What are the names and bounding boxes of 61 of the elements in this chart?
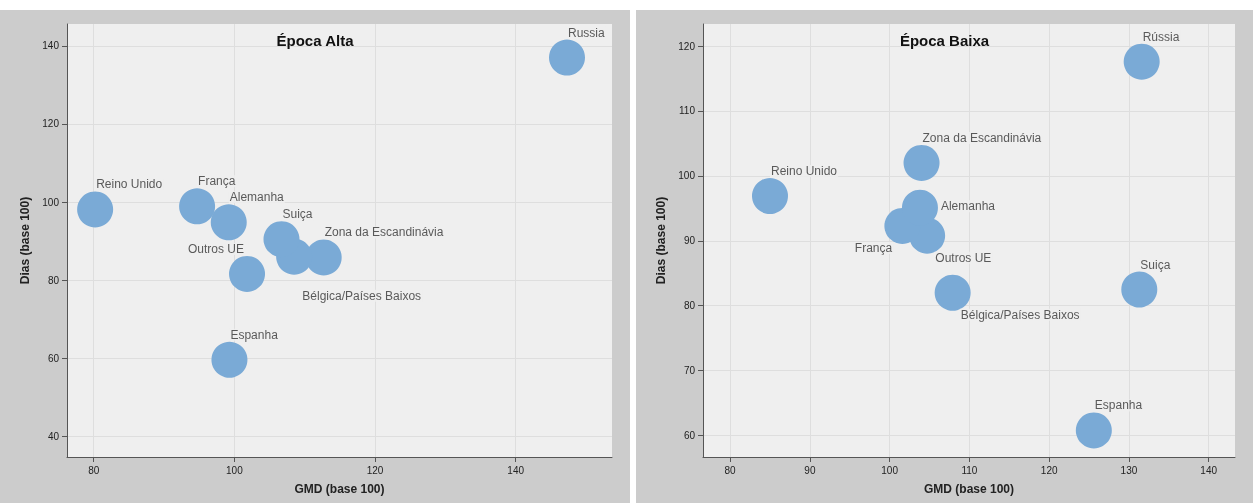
x-tick-label: 120 bbox=[1040, 464, 1058, 476]
annotation: Espanha bbox=[230, 327, 279, 342]
text: Época Baixa bbox=[899, 32, 990, 49]
x-tick-label: 80 bbox=[724, 464, 737, 476]
x-tick-label: 80 bbox=[88, 464, 100, 476]
point bbox=[1121, 271, 1158, 308]
x-tick-label: 90 bbox=[804, 464, 816, 476]
y-tick-label: 80 bbox=[683, 300, 696, 312]
point bbox=[1075, 412, 1112, 449]
x-tick-label: 130 bbox=[1120, 464, 1138, 476]
y-axis-title: Dias (base 100) bbox=[18, 196, 32, 285]
annotation: Outros UE bbox=[188, 241, 245, 256]
annotation: Zona da Escandinávia bbox=[922, 130, 1042, 145]
y-tick-label: 110 bbox=[679, 105, 696, 117]
annotation: Reino Unido bbox=[771, 164, 838, 179]
y-tick-label: 70 bbox=[683, 365, 696, 377]
x-axis-title: GMD (base 100) bbox=[923, 482, 1015, 496]
point bbox=[549, 39, 585, 76]
annotation: Suiça bbox=[282, 207, 313, 222]
annotation: Zona da Escandinávia bbox=[324, 225, 444, 240]
point bbox=[229, 255, 266, 292]
y-tick-label: 40 bbox=[47, 430, 60, 442]
annotation: Bélgica/Países Baixos bbox=[960, 307, 1080, 322]
x-tick-label: 110 bbox=[961, 464, 978, 476]
y-axis-title: Dias (base 100) bbox=[654, 196, 668, 285]
point bbox=[752, 178, 788, 215]
y-tick-label: 80 bbox=[47, 274, 60, 286]
point bbox=[211, 341, 248, 378]
y-tick-label: 100 bbox=[42, 196, 60, 208]
annotation: Alemanha bbox=[229, 190, 285, 205]
point bbox=[934, 274, 971, 311]
x-tick-label: 140 bbox=[1200, 464, 1218, 476]
y-tick-label: 120 bbox=[678, 40, 696, 52]
point bbox=[210, 204, 247, 241]
y-tick-label: 90 bbox=[683, 235, 696, 247]
y-tick-label: 60 bbox=[683, 430, 696, 442]
x-tick-label: 120 bbox=[366, 464, 384, 476]
annotation: Rússia bbox=[1142, 29, 1180, 44]
point bbox=[1123, 43, 1160, 80]
annotation: Outros UE bbox=[935, 250, 992, 265]
annotation: Alemanha bbox=[940, 199, 996, 214]
y-tick-label: 140 bbox=[42, 40, 60, 52]
point bbox=[77, 191, 114, 228]
x-tick-label: 140 bbox=[507, 464, 525, 476]
y-tick-label: 60 bbox=[47, 352, 60, 364]
annotation: Russia bbox=[567, 25, 605, 40]
x-tick-label: 100 bbox=[881, 464, 899, 476]
point bbox=[179, 188, 216, 225]
y-tick-label: 100 bbox=[678, 170, 696, 182]
x-axis-title: GMD (base 100) bbox=[294, 482, 385, 496]
annotation: Suiça bbox=[1140, 257, 1171, 272]
x-tick-label: 100 bbox=[226, 464, 244, 476]
annotation: França bbox=[854, 240, 893, 255]
text: Época Alta bbox=[276, 32, 355, 49]
annotation: Reino Unido bbox=[96, 177, 163, 192]
point bbox=[903, 144, 940, 181]
annotation: Bélgica/Países Baixos bbox=[302, 288, 422, 303]
annotation: França bbox=[198, 174, 236, 189]
y-tick-label: 120 bbox=[42, 118, 60, 130]
annotation: Espanha bbox=[1094, 398, 1143, 413]
point bbox=[263, 221, 300, 258]
